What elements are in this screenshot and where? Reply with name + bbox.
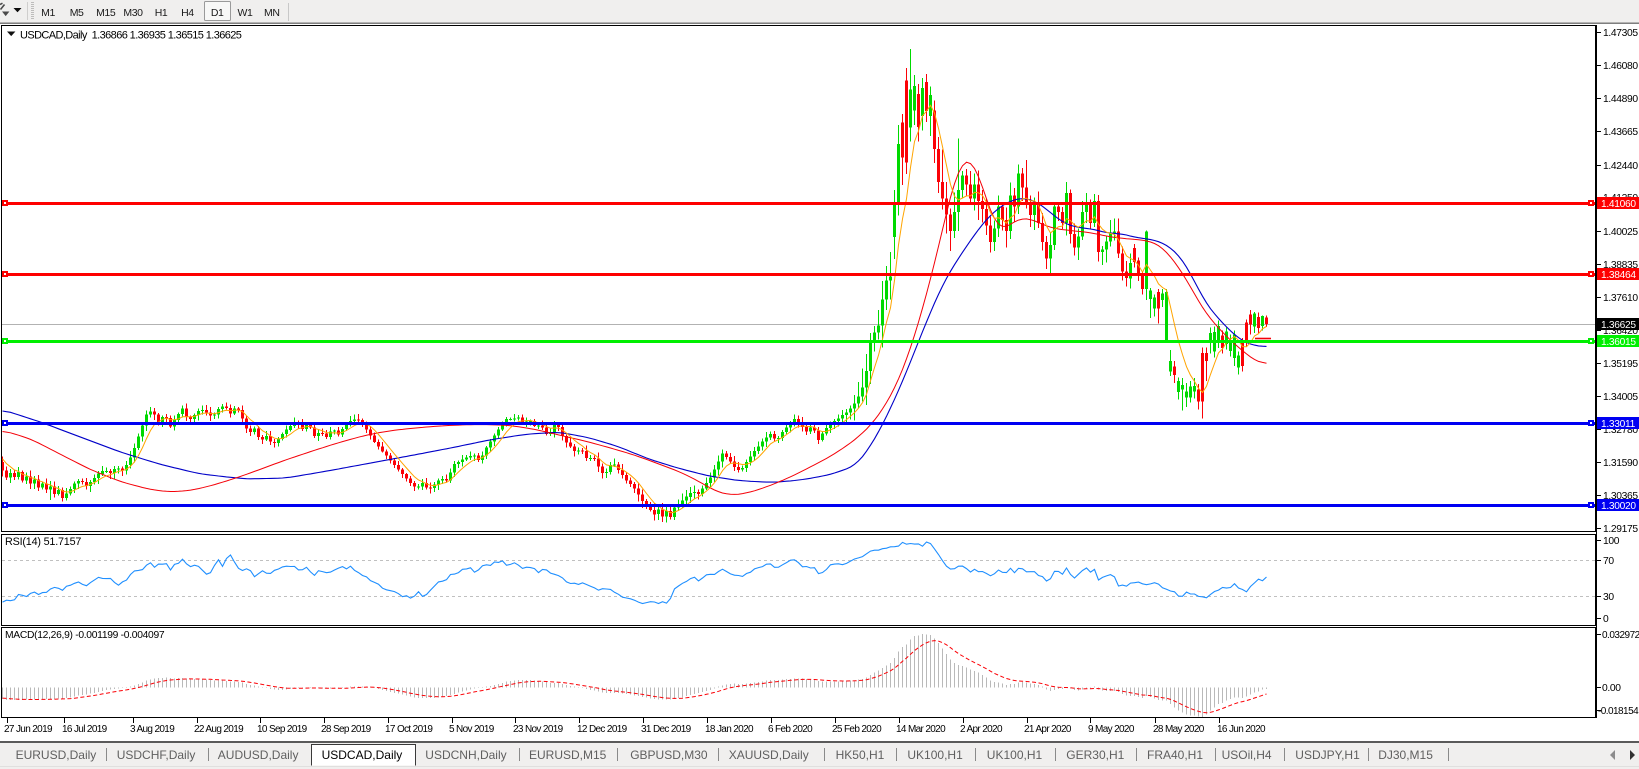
svg-text:31 Dec 2019: 31 Dec 2019 bbox=[641, 724, 692, 735]
svg-text:1.38835: 1.38835 bbox=[1603, 260, 1638, 271]
svg-text:EURUSD,Daily: EURUSD,Daily bbox=[16, 748, 97, 762]
svg-text:1.30020: 1.30020 bbox=[1601, 501, 1636, 512]
svg-text:2 Apr 2020: 2 Apr 2020 bbox=[960, 724, 1003, 735]
svg-text:25 Feb 2020: 25 Feb 2020 bbox=[832, 724, 882, 735]
svg-text:USDCAD,Daily 1.36866 1.36935: USDCAD,Daily 1.36866 1.36935 1.36515 1.3… bbox=[20, 30, 242, 42]
svg-text:RSI(14) 51.7157: RSI(14) 51.7157 bbox=[5, 536, 81, 548]
svg-text:0: 0 bbox=[1603, 614, 1609, 625]
svg-text:1.32780: 1.32780 bbox=[1603, 425, 1638, 436]
svg-text:M5: M5 bbox=[70, 7, 84, 19]
svg-text:FRA40,H1: FRA40,H1 bbox=[1147, 748, 1203, 762]
svg-text:1.30365: 1.30365 bbox=[1603, 491, 1638, 502]
svg-text:70: 70 bbox=[1603, 556, 1614, 567]
svg-text:1.43665: 1.43665 bbox=[1603, 127, 1638, 138]
svg-text:100: 100 bbox=[1603, 536, 1620, 547]
svg-text:USDJPY,H1: USDJPY,H1 bbox=[1295, 748, 1360, 762]
svg-text:UK100,H1: UK100,H1 bbox=[987, 748, 1043, 762]
svg-text:D1: D1 bbox=[211, 7, 224, 19]
svg-text:22 Aug 2019: 22 Aug 2019 bbox=[194, 724, 244, 735]
svg-text:10 Sep 2019: 10 Sep 2019 bbox=[257, 724, 308, 735]
svg-text:1.47305: 1.47305 bbox=[1603, 28, 1638, 39]
svg-text:1.36625: 1.36625 bbox=[1601, 320, 1636, 331]
svg-text:GBPUSD,M30: GBPUSD,M30 bbox=[630, 748, 708, 762]
svg-text:DJ30,M15: DJ30,M15 bbox=[1378, 748, 1433, 762]
svg-text:MACD(12,26,9) -0.001199 -0.004: MACD(12,26,9) -0.001199 -0.004097 bbox=[5, 630, 165, 641]
svg-text:1.44890: 1.44890 bbox=[1603, 94, 1638, 105]
svg-text:UK100,H1: UK100,H1 bbox=[907, 748, 963, 762]
svg-text:1.40025: 1.40025 bbox=[1603, 227, 1638, 238]
svg-text:GER30,H1: GER30,H1 bbox=[1066, 748, 1124, 762]
svg-text:1.41060: 1.41060 bbox=[1601, 199, 1636, 210]
svg-text:30: 30 bbox=[1603, 592, 1614, 603]
svg-text:16 Jul 2019: 16 Jul 2019 bbox=[62, 724, 108, 735]
svg-text:0.032972: 0.032972 bbox=[1602, 630, 1639, 641]
svg-text:AUDUSD,Daily: AUDUSD,Daily bbox=[218, 748, 299, 762]
svg-text:1.37610: 1.37610 bbox=[1603, 293, 1638, 304]
svg-text:1.34005: 1.34005 bbox=[1603, 392, 1638, 403]
svg-text:USDCNH,Daily: USDCNH,Daily bbox=[425, 748, 506, 762]
svg-text:MN: MN bbox=[264, 7, 280, 19]
svg-text:W1: W1 bbox=[238, 7, 254, 19]
svg-text:1.42440: 1.42440 bbox=[1603, 161, 1638, 172]
svg-text:1.35195: 1.35195 bbox=[1603, 359, 1638, 370]
svg-text:14 Mar 2020: 14 Mar 2020 bbox=[896, 724, 946, 735]
svg-text:USOil,H4: USOil,H4 bbox=[1222, 748, 1272, 762]
svg-text:23 Nov 2019: 23 Nov 2019 bbox=[513, 724, 564, 735]
svg-text:HK50,H1: HK50,H1 bbox=[836, 748, 885, 762]
svg-text:17 Oct 2019: 17 Oct 2019 bbox=[385, 724, 433, 735]
svg-text:21 Apr 2020: 21 Apr 2020 bbox=[1024, 724, 1072, 735]
svg-text:EURUSD,M15: EURUSD,M15 bbox=[529, 748, 607, 762]
svg-text:H1: H1 bbox=[155, 7, 168, 19]
svg-text:1.36015: 1.36015 bbox=[1601, 337, 1636, 348]
svg-text:12 Dec 2019: 12 Dec 2019 bbox=[577, 724, 628, 735]
svg-text:3 Aug 2019: 3 Aug 2019 bbox=[130, 724, 175, 735]
svg-text:USDCAD,Daily: USDCAD,Daily bbox=[322, 748, 403, 762]
svg-text:1.33011: 1.33011 bbox=[1601, 419, 1636, 430]
svg-text:-0.018154: -0.018154 bbox=[1598, 706, 1639, 717]
svg-text:0.00: 0.00 bbox=[1602, 683, 1621, 694]
svg-text:XAUUSD,Daily: XAUUSD,Daily bbox=[729, 748, 809, 762]
svg-text:9 May 2020: 9 May 2020 bbox=[1088, 724, 1135, 735]
svg-text:18 Jan 2020: 18 Jan 2020 bbox=[705, 724, 754, 735]
svg-text:M30: M30 bbox=[123, 7, 143, 19]
svg-text:H4: H4 bbox=[181, 7, 194, 19]
svg-text:5 Nov 2019: 5 Nov 2019 bbox=[449, 724, 495, 735]
svg-text:1.38464: 1.38464 bbox=[1601, 270, 1636, 281]
svg-text:28 Sep 2019: 28 Sep 2019 bbox=[321, 724, 372, 735]
svg-text:M15: M15 bbox=[96, 7, 116, 19]
svg-text:1.36420: 1.36420 bbox=[1603, 326, 1638, 337]
svg-text:1.29175: 1.29175 bbox=[1603, 524, 1638, 535]
svg-text:28 May 2020: 28 May 2020 bbox=[1153, 724, 1205, 735]
svg-text:6 Feb 2020: 6 Feb 2020 bbox=[768, 724, 813, 735]
svg-text:16 Jun 2020: 16 Jun 2020 bbox=[1217, 724, 1266, 735]
svg-text:27 Jun 2019: 27 Jun 2019 bbox=[4, 724, 53, 735]
svg-text:USDCHF,Daily: USDCHF,Daily bbox=[117, 748, 196, 762]
svg-text:1.46080: 1.46080 bbox=[1603, 61, 1638, 72]
svg-text:M1: M1 bbox=[41, 7, 55, 19]
svg-text:1.31590: 1.31590 bbox=[1603, 458, 1638, 469]
